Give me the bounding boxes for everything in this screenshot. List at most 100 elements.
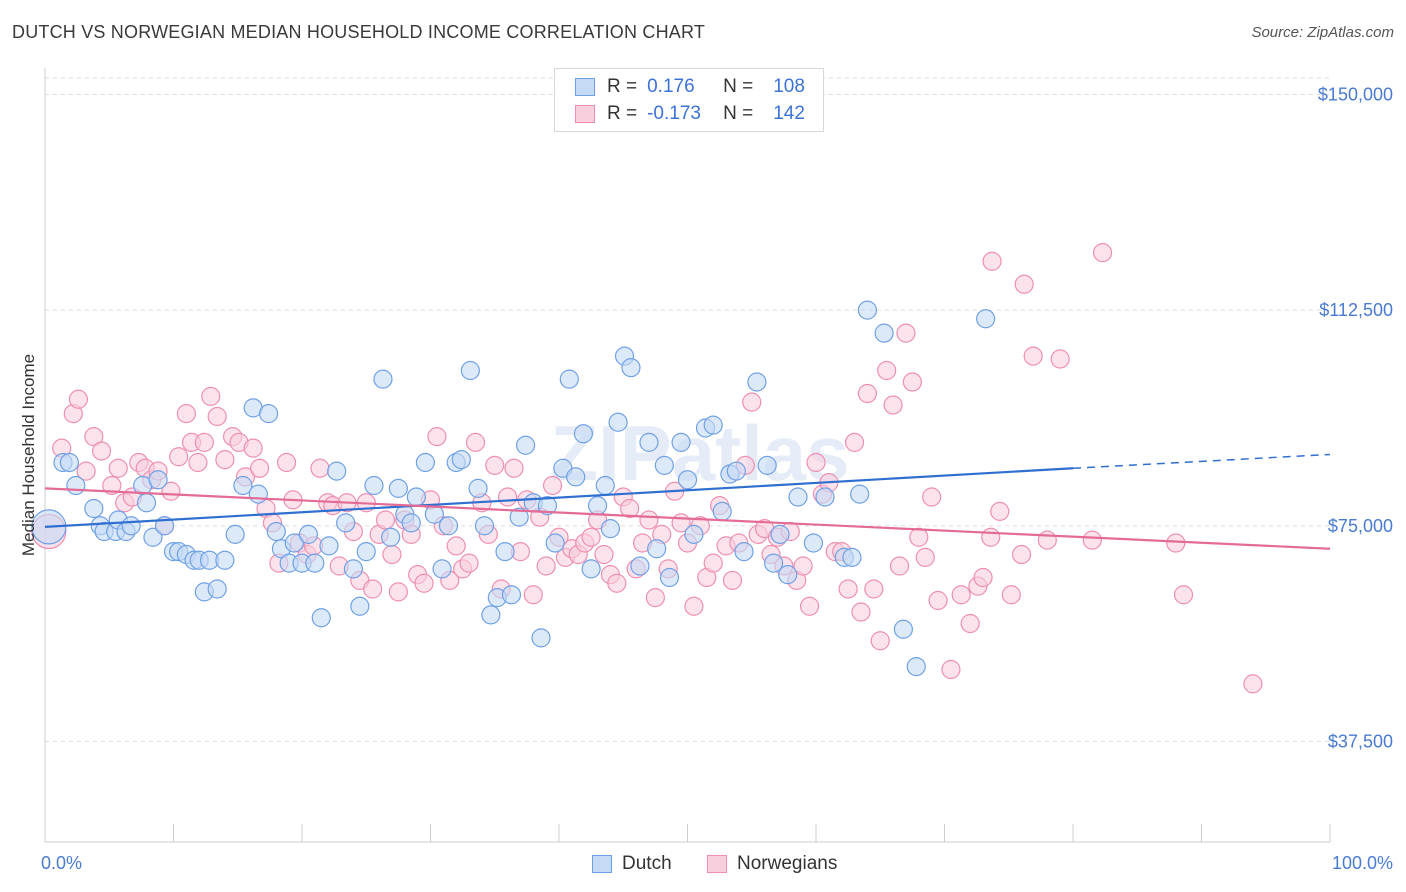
- norwegian-point: [201, 386, 221, 406]
- dutch-point: [788, 487, 808, 507]
- norwegian-point: [91, 441, 112, 461]
- norwegian-point: [1014, 274, 1034, 294]
- dutch-point: [136, 493, 157, 513]
- dutch-point: [842, 547, 862, 567]
- dutch-point: [311, 608, 331, 628]
- norwegian-point: [276, 452, 297, 473]
- norwegian-point: [922, 487, 942, 507]
- dutch-point: [857, 300, 878, 320]
- dutch-point: [343, 559, 363, 579]
- norwegian-point: [915, 547, 935, 567]
- norwegian-point: [388, 582, 408, 602]
- norwegian-point: [1011, 544, 1032, 565]
- dutch-point: [284, 533, 304, 553]
- dutch-point: [906, 657, 926, 677]
- dutch-swatch: [575, 78, 595, 96]
- dutch-trend-extension: [1072, 453, 1331, 469]
- dutch-point: [595, 475, 615, 496]
- dutch-point: [803, 533, 824, 553]
- dutch-point: [815, 487, 835, 507]
- dutch-point: [654, 455, 674, 475]
- dutch-point: [373, 369, 393, 389]
- dutch-point: [401, 513, 421, 533]
- legend-row-norwegian: R = -0.173 N = 142: [575, 102, 805, 126]
- norwegian-point: [645, 588, 665, 608]
- norwegian-point: [973, 567, 993, 588]
- dutch-point: [734, 542, 754, 562]
- dutch-point: [621, 358, 641, 378]
- norwegian-point: [207, 406, 227, 427]
- norwegian-point: [941, 659, 961, 680]
- norwegian-point: [485, 455, 505, 475]
- norwegian-point: [446, 536, 466, 556]
- dutch-point: [677, 470, 698, 490]
- norwegian-point: [498, 487, 518, 507]
- norwegian-point: [310, 458, 330, 478]
- dutch-point: [726, 461, 746, 481]
- norwegian-swatch: [707, 855, 727, 873]
- norwegian-point: [375, 510, 396, 530]
- dutch-point: [143, 527, 163, 547]
- norwegian-point: [581, 527, 601, 547]
- dutch-point: [258, 404, 279, 424]
- y-tick-label: $112,500: [1319, 300, 1393, 320]
- norwegian-point: [76, 461, 96, 481]
- dutch-point: [537, 496, 558, 516]
- norwegian-point: [176, 404, 196, 424]
- norwegian-point: [536, 556, 556, 576]
- dutch-point: [327, 461, 347, 481]
- norwegian-point: [188, 452, 208, 473]
- norwegian-point: [722, 570, 743, 590]
- dutch-point: [336, 513, 356, 533]
- norwegian-point: [542, 475, 563, 496]
- dutch-point: [415, 452, 435, 473]
- norwegian-point: [620, 498, 640, 519]
- norwegian-point: [742, 392, 762, 412]
- norwegian-point: [607, 573, 627, 593]
- norwegian-point: [909, 527, 929, 547]
- norwegian-point: [902, 372, 922, 392]
- dutch-point: [207, 579, 227, 599]
- norwegian-point: [877, 360, 897, 381]
- norwegian-point: [870, 631, 890, 651]
- dutch-point: [501, 585, 522, 605]
- dutch-point: [438, 516, 459, 536]
- norwegian-point: [684, 596, 704, 616]
- bottom-legend-label: Dutch: [622, 853, 672, 874]
- dutch-point: [587, 496, 608, 516]
- dutch-point: [757, 455, 777, 475]
- norwegian-point: [639, 510, 659, 530]
- norwegian-point: [951, 585, 971, 605]
- legend-r-label: R =: [607, 103, 638, 124]
- x-tick-label: 0.0%: [41, 853, 82, 873]
- dutch-point: [356, 542, 376, 562]
- dutch-point: [600, 519, 621, 539]
- dutch-point: [305, 553, 325, 573]
- norwegian-point: [459, 553, 479, 573]
- norwegian-point: [1023, 346, 1043, 366]
- norwegian-point: [703, 553, 723, 573]
- norwegian-point: [1166, 533, 1186, 553]
- chart-title: DUTCH VS NORWEGIAN MEDIAN HOUSEHOLD INCO…: [12, 22, 706, 42]
- norwegian-point: [194, 432, 214, 452]
- dutch-point: [59, 452, 80, 473]
- dutch-point: [225, 524, 245, 544]
- norwegian-point: [465, 432, 486, 452]
- dutch-point: [248, 484, 268, 504]
- dutch-point: [388, 478, 408, 498]
- dutch-point: [531, 628, 551, 648]
- norwegian-point: [161, 481, 181, 501]
- dutch-point: [121, 516, 141, 536]
- dutch-point: [659, 567, 680, 588]
- y-axis-title: Median Household Income: [19, 354, 38, 556]
- dutch-point: [573, 424, 594, 444]
- tick-labels: $37,500 $75,000 $112,500 $150,000 0.0% 100.0%: [41, 85, 1393, 874]
- dutch-point: [233, 475, 253, 496]
- norwegian-point: [1037, 530, 1057, 550]
- dutch-point: [893, 619, 913, 639]
- bottom-legend-norwegians: Norwegians: [707, 852, 837, 876]
- dutch-point: [747, 372, 767, 392]
- dutch-point: [364, 475, 384, 496]
- norwegian-point: [838, 579, 858, 599]
- norwegian-point: [928, 590, 948, 611]
